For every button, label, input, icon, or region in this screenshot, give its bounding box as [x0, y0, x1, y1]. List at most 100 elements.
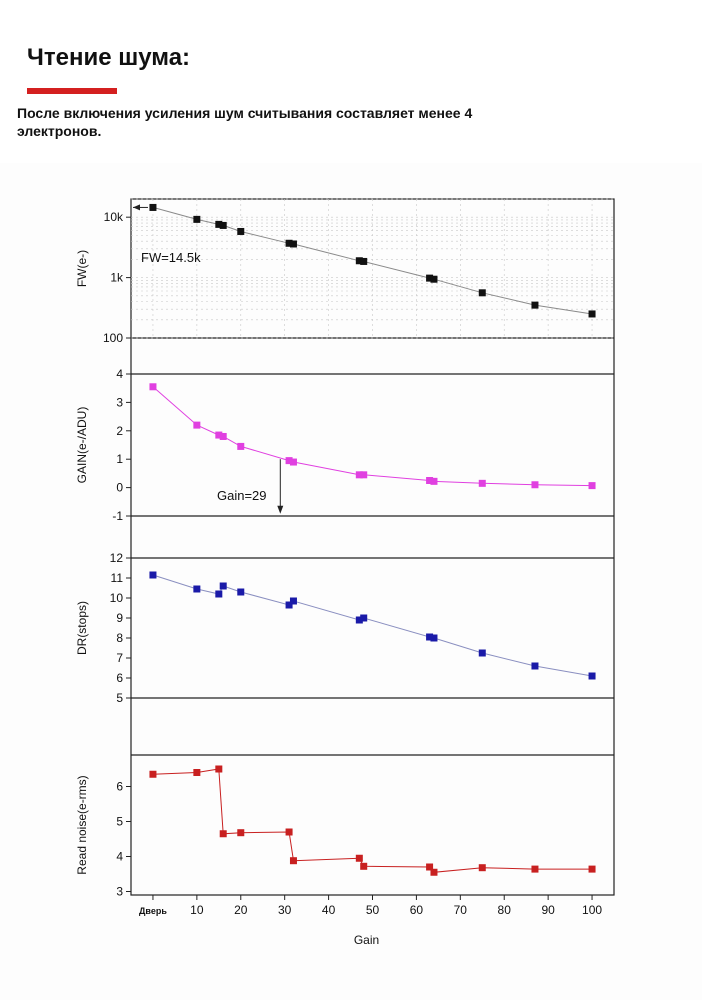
data-point: [588, 482, 596, 490]
y-tick-label: 7: [116, 651, 123, 665]
data-point: [193, 585, 201, 593]
data-point: [237, 588, 245, 596]
y-tick-label: 6: [116, 780, 123, 794]
data-point: [285, 239, 293, 247]
data-point: [426, 274, 434, 282]
data-point: [219, 582, 227, 590]
annotation-arrowhead: [133, 204, 140, 211]
y-axis-label: FW(e-): [75, 250, 89, 287]
data-point: [430, 477, 438, 485]
y-tick-label: 4: [116, 367, 123, 381]
data-point: [531, 301, 539, 309]
x-tick-label: 70: [454, 903, 468, 917]
chart-figure: 100 1k 10k FW(e-) FW=14.5k -1 0 1 2 3 4 GAIN(e-/ADU…: [0, 163, 702, 1000]
y-tick-label: 9: [116, 611, 123, 625]
data-point: [531, 865, 539, 873]
data-point: [215, 590, 223, 598]
data-point: [149, 571, 157, 579]
x-tick-label: 20: [234, 903, 248, 917]
data-point: [360, 614, 368, 622]
data-point: [360, 471, 368, 479]
data-point: [430, 634, 438, 642]
y-axis-label: Read noise(e-rms): [75, 775, 89, 874]
data-point: [215, 220, 223, 228]
x-tick-label: 100: [582, 903, 602, 917]
data-point: [360, 862, 368, 870]
data-point: [478, 864, 486, 872]
data-point: [289, 597, 297, 605]
data-point: [531, 481, 539, 489]
data-point: [588, 865, 596, 873]
y-tick-label: 5: [116, 691, 123, 705]
fw-annotation: FW=14.5k: [141, 250, 201, 265]
y-tick-label: 6: [116, 671, 123, 685]
data-point: [193, 769, 201, 776]
data-point: [149, 770, 157, 778]
y-tick-label: 10k: [104, 210, 124, 224]
data-point: [149, 383, 157, 391]
data-point: [219, 221, 227, 229]
x-tick-label: 80: [498, 903, 512, 917]
data-point: [237, 227, 245, 235]
x-tick-label: 30: [278, 903, 292, 917]
data-point: [285, 601, 293, 609]
series-line: [152, 768, 592, 873]
data-point: [193, 421, 201, 429]
x-axis-label: Gain: [354, 933, 379, 947]
y-tick-label: 8: [116, 631, 123, 645]
x-tick-label: Дверь: [139, 906, 167, 916]
y-tick-label: 12: [110, 551, 124, 565]
data-point: [149, 203, 157, 211]
annotation-arrowhead: [277, 505, 284, 514]
gain-annotation: Gain=29: [217, 488, 267, 503]
data-point: [430, 868, 438, 876]
data-point: [478, 289, 486, 297]
x-tick-label: 50: [366, 903, 380, 917]
x-tick-label: 60: [410, 903, 424, 917]
data-point: [588, 310, 596, 318]
y-tick-label: 1: [116, 452, 123, 466]
y-tick-label: 4: [116, 850, 123, 864]
data-point: [237, 442, 245, 450]
y-tick-label: 5: [116, 815, 123, 829]
y-tick-label: 10: [110, 591, 124, 605]
data-point: [430, 275, 438, 283]
data-point: [215, 765, 223, 773]
data-point: [219, 432, 227, 440]
series-line: [152, 574, 593, 677]
data-point: [355, 257, 363, 265]
data-point: [426, 477, 434, 484]
data-point: [355, 471, 363, 479]
y-tick-label: -1: [112, 509, 123, 523]
data-point: [355, 616, 363, 624]
y-tick-label: 3: [116, 885, 123, 899]
data-point: [478, 479, 486, 487]
y-tick-label: 11: [111, 571, 124, 585]
data-point: [426, 633, 434, 641]
data-point: [219, 830, 227, 838]
x-tick-label: 90: [541, 903, 555, 917]
x-tick-label: 10: [190, 903, 204, 917]
data-point: [289, 240, 297, 248]
header: Чтение шума: После включения усиления шу…: [0, 0, 702, 160]
data-point: [355, 854, 363, 862]
data-point: [237, 829, 245, 837]
data-point: [193, 215, 201, 223]
y-tick-label: 2: [116, 424, 123, 438]
data-point: [478, 649, 486, 657]
y-tick-label: 3: [116, 395, 123, 409]
y-axis-label: DR(stops): [75, 601, 89, 655]
data-point: [289, 857, 297, 865]
page-title: Чтение шума:: [27, 44, 191, 71]
data-point: [360, 257, 368, 265]
y-tick-label: 1k: [110, 271, 124, 285]
x-tick-label: 40: [322, 903, 336, 917]
plot-frame: [130, 198, 615, 896]
data-point: [215, 431, 223, 439]
data-point: [426, 863, 434, 871]
data-point: [289, 458, 297, 466]
page-subtitle: После включения усиления шум считывания …: [17, 105, 473, 139]
y-axis-label: GAIN(e-/ADU): [75, 407, 89, 484]
y-tick-label: 0: [116, 481, 123, 495]
